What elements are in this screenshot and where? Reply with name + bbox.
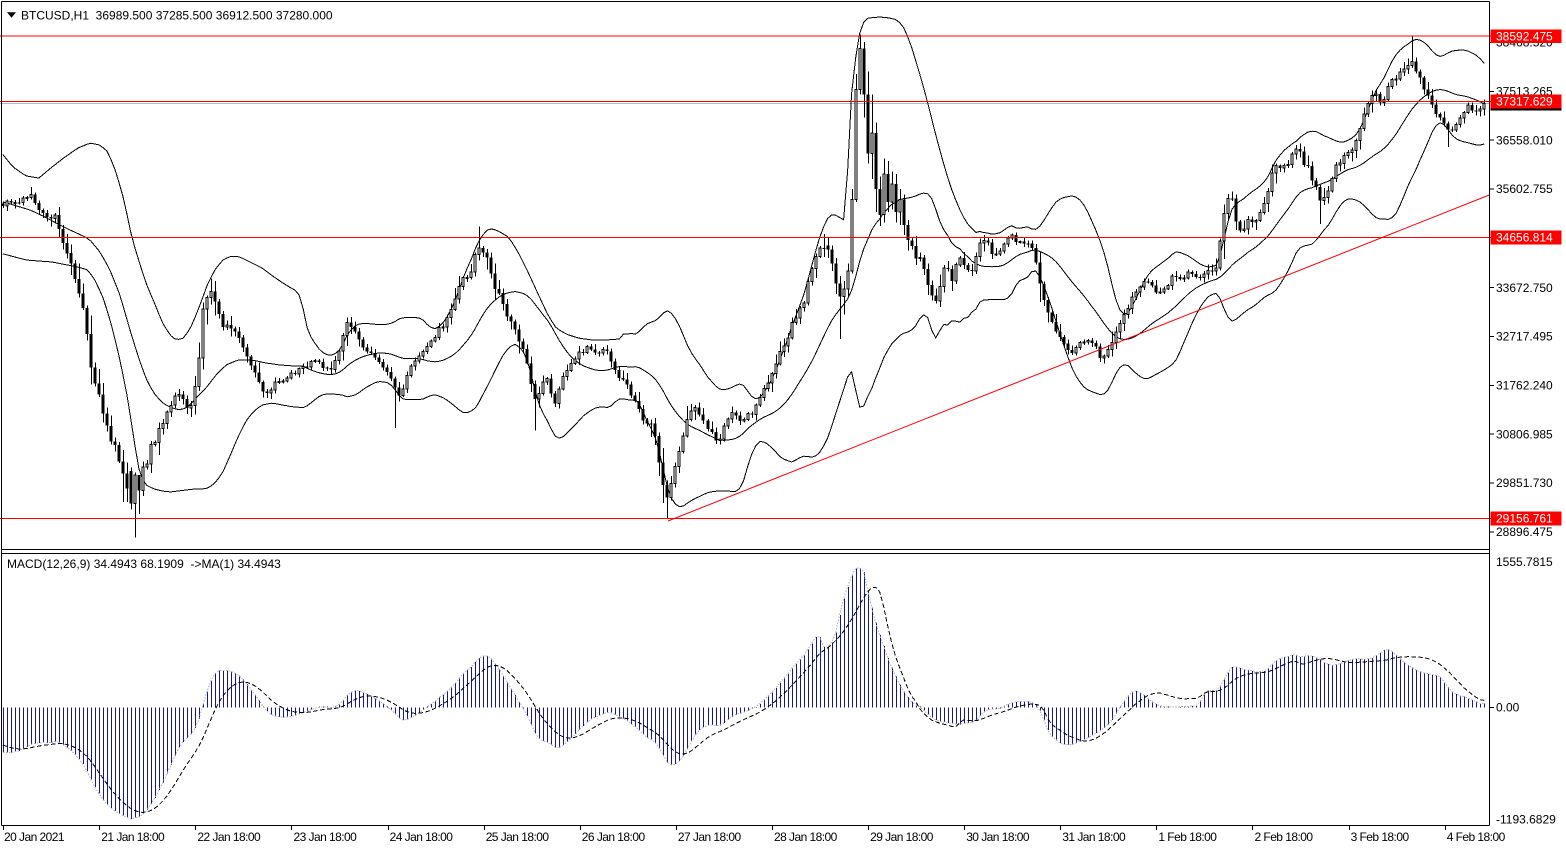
svg-text:4 Feb 18:00: 4 Feb 18:00: [1447, 830, 1506, 844]
svg-text:23 Jan 18:00: 23 Jan 18:00: [294, 830, 358, 844]
svg-text:1 Feb 18:00: 1 Feb 18:00: [1158, 830, 1217, 844]
svg-text:1555.7815: 1555.7815: [1496, 555, 1553, 569]
svg-text:22 Jan 18:00: 22 Jan 18:00: [197, 830, 261, 844]
svg-text:35602.755: 35602.755: [1496, 182, 1553, 196]
svg-text:21 Jan 18:00: 21 Jan 18:00: [101, 830, 165, 844]
svg-text:29 Jan 18:00: 29 Jan 18:00: [870, 830, 934, 844]
svg-text:32717.495: 32717.495: [1496, 330, 1553, 344]
svg-text:-1193.6829: -1193.6829: [1496, 812, 1556, 826]
svg-text:BTCUSD,H1 36989.500 37285.500: BTCUSD,H1 36989.500 37285.500 36912.500 …: [21, 9, 333, 23]
svg-text:25 Jan 18:00: 25 Jan 18:00: [486, 830, 550, 844]
svg-text:30806.985: 30806.985: [1496, 427, 1553, 441]
svg-text:24 Jan 18:00: 24 Jan 18:00: [390, 830, 454, 844]
svg-text:27 Jan 18:00: 27 Jan 18:00: [678, 830, 742, 844]
svg-text:31 Jan 18:00: 31 Jan 18:00: [1062, 830, 1126, 844]
svg-text:28 Jan 18:00: 28 Jan 18:00: [774, 830, 838, 844]
svg-text:37317.629: 37317.629: [1496, 95, 1553, 109]
svg-text:29851.730: 29851.730: [1496, 476, 1553, 490]
svg-text:31762.240: 31762.240: [1496, 379, 1553, 393]
svg-text:26 Jan 18:00: 26 Jan 18:00: [582, 830, 646, 844]
svg-text:34656.814: 34656.814: [1496, 231, 1553, 245]
svg-text:36558.010: 36558.010: [1496, 133, 1553, 147]
svg-text:20 Jan 2021: 20 Jan 2021: [4, 830, 65, 844]
svg-text:29156.761: 29156.761: [1496, 512, 1553, 526]
svg-text:28896.475: 28896.475: [1496, 525, 1553, 539]
svg-text:0.00: 0.00: [1496, 701, 1520, 715]
svg-text:38592.475: 38592.475: [1496, 29, 1553, 43]
svg-text:MACD(12,26,9) 34.4943 68.1909: MACD(12,26,9) 34.4943 68.1909 ->MA(1) 34…: [7, 557, 281, 571]
svg-text:30 Jan 18:00: 30 Jan 18:00: [966, 830, 1030, 844]
svg-text:3 Feb 18:00: 3 Feb 18:00: [1351, 830, 1410, 844]
svg-text:33672.750: 33672.750: [1496, 281, 1553, 295]
svg-text:2 Feb 18:00: 2 Feb 18:00: [1255, 830, 1314, 844]
